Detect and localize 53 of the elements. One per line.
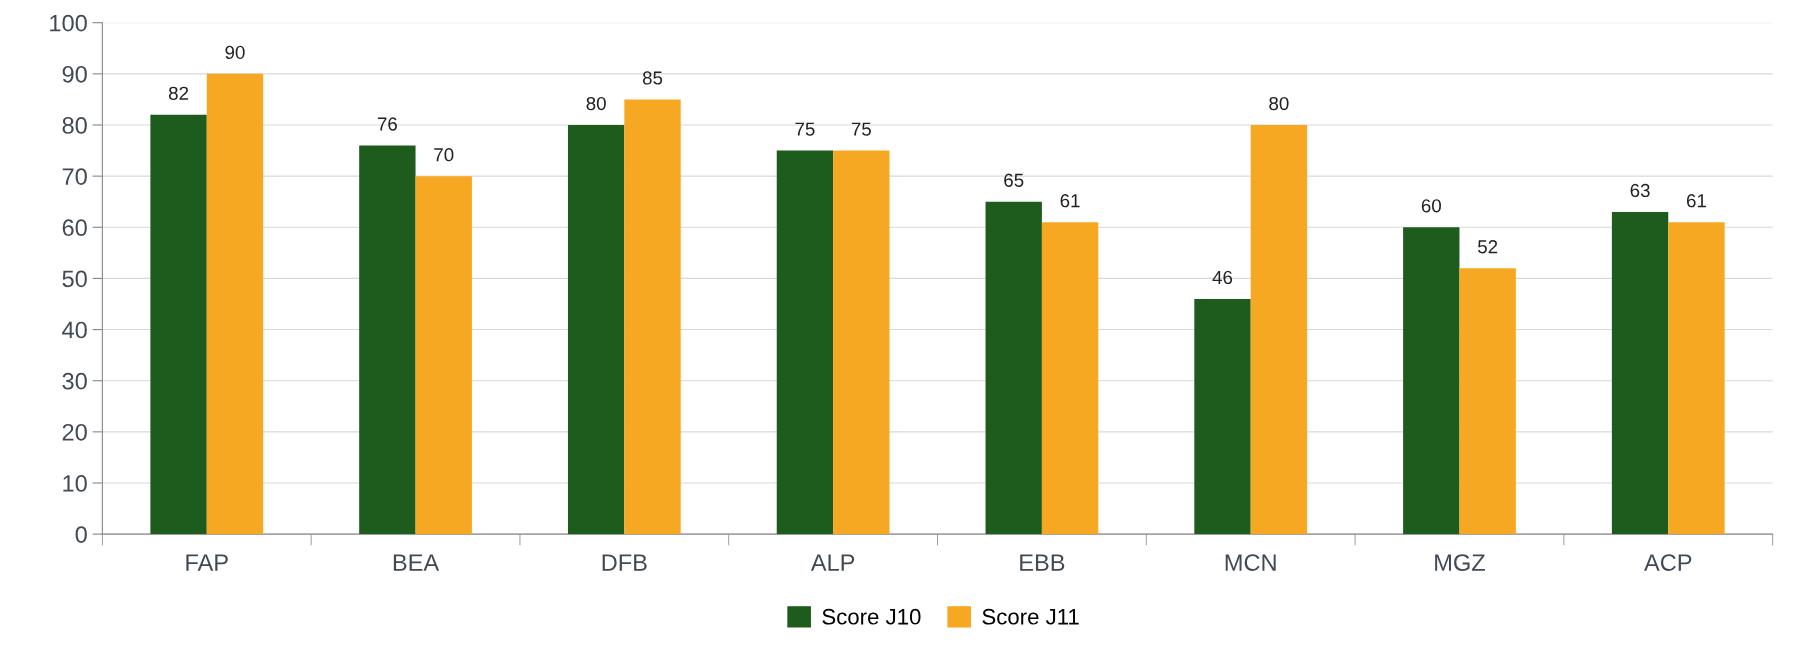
bar	[1194, 298, 1251, 535]
bar	[776, 150, 834, 535]
data-label: 52	[1477, 240, 1498, 254]
bar	[567, 125, 625, 535]
data-label: 80	[1269, 96, 1289, 111]
y-tick-label: 40	[62, 321, 87, 339]
legend-label: Score J10	[822, 608, 921, 625]
bar	[833, 150, 890, 535]
bar	[1459, 268, 1516, 535]
x-tick-label: EBB	[1020, 554, 1065, 571]
y-tick-label: 50	[62, 270, 87, 288]
bar	[150, 114, 207, 535]
data-label: 75	[851, 122, 871, 136]
data-label: 61	[1686, 194, 1706, 208]
y-tick-label: 30	[62, 372, 87, 390]
bar	[1250, 125, 1308, 535]
bar	[415, 176, 472, 535]
legend-label: Score J11	[982, 608, 1079, 625]
data-label: 75	[795, 122, 815, 136]
y-tick-label: 90	[62, 65, 87, 83]
data-label: 46	[1212, 270, 1233, 285]
x-tick-label: MCN	[1225, 554, 1276, 571]
data-label: 82	[168, 86, 189, 100]
x-tick-label: FAP	[186, 554, 228, 571]
bar	[624, 99, 681, 535]
bar	[985, 201, 1042, 535]
bar	[1611, 211, 1669, 535]
y-tick-label: 100	[50, 14, 87, 32]
data-label: 61	[1060, 194, 1080, 208]
bar	[1668, 222, 1725, 535]
data-label: 80	[586, 96, 606, 111]
bar	[359, 145, 416, 535]
x-tick-label: DFB	[602, 554, 647, 571]
data-label: 60	[1421, 199, 1441, 213]
y-tick-label: 60	[62, 219, 87, 237]
y-tick-label: 80	[62, 117, 87, 134]
y-tick-label: 70	[62, 168, 87, 185]
data-label: 90	[225, 45, 245, 60]
x-tick-label: BEA	[393, 554, 440, 571]
bar	[1403, 227, 1460, 535]
y-tick-label: 0	[75, 526, 87, 543]
x-tick-label: ALP	[810, 554, 855, 571]
data-label: 65	[1004, 173, 1024, 187]
x-tick-label: ACP	[1644, 554, 1692, 571]
bar	[206, 73, 264, 535]
data-label: 76	[377, 117, 397, 131]
data-label: 85	[642, 71, 663, 85]
bar	[1041, 222, 1099, 535]
y-tick-label: 20	[62, 423, 87, 441]
x-tick-label: MGZ	[1435, 554, 1485, 571]
data-label: 70	[434, 148, 454, 162]
y-tick-label: 10	[63, 475, 87, 492]
data-label: 63	[1630, 183, 1650, 198]
